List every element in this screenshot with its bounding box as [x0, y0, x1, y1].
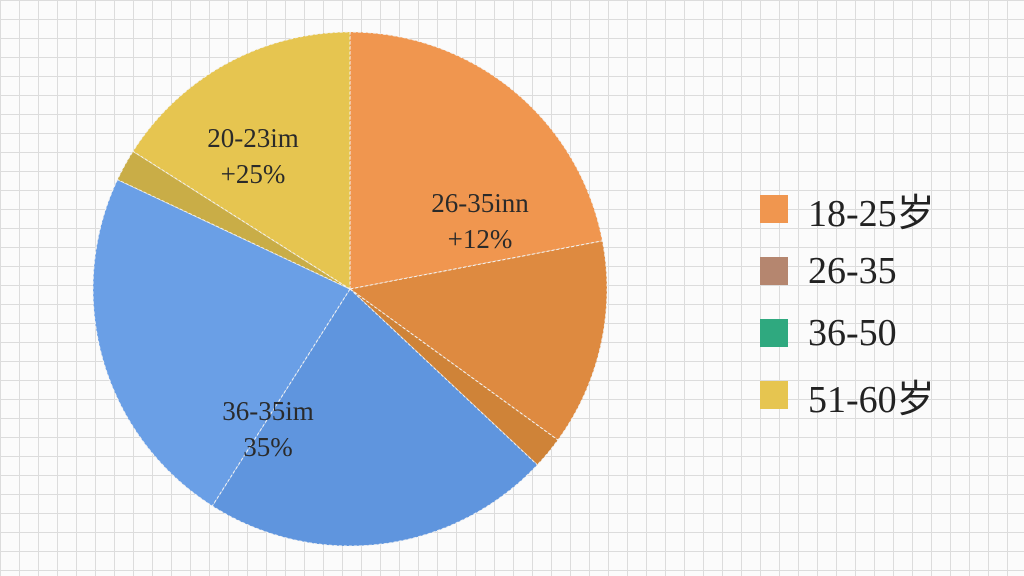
legend-label: 26-35 — [808, 249, 897, 293]
pie-slices — [93, 32, 607, 546]
slice-label-line: 20-23im — [207, 123, 299, 153]
legend-item-4: 51-60岁 — [760, 364, 1000, 426]
legend-label: 18-25岁 — [808, 182, 935, 237]
legend-label: 36-50 — [808, 311, 897, 355]
legend-swatch — [760, 381, 788, 409]
slice-label-line: 35% — [243, 432, 293, 462]
legend-label: 51-60岁 — [808, 368, 935, 423]
legend-swatch — [760, 195, 788, 223]
legend-item-1: 18-25岁 — [760, 178, 1000, 240]
slice-label-line: 26-35inn — [431, 188, 529, 218]
legend-swatch — [760, 257, 788, 285]
legend-item-3: 36-50 — [760, 302, 1000, 364]
slice-label-line: +25% — [221, 159, 286, 189]
legend-swatch — [760, 319, 788, 347]
slice-label-line: 36-35im — [222, 396, 314, 426]
chart-legend: 18-25岁 26-35 36-50 51-60岁 — [760, 178, 1000, 426]
slice-label-line: +12% — [448, 224, 513, 254]
legend-item-2: 26-35 — [760, 240, 1000, 302]
